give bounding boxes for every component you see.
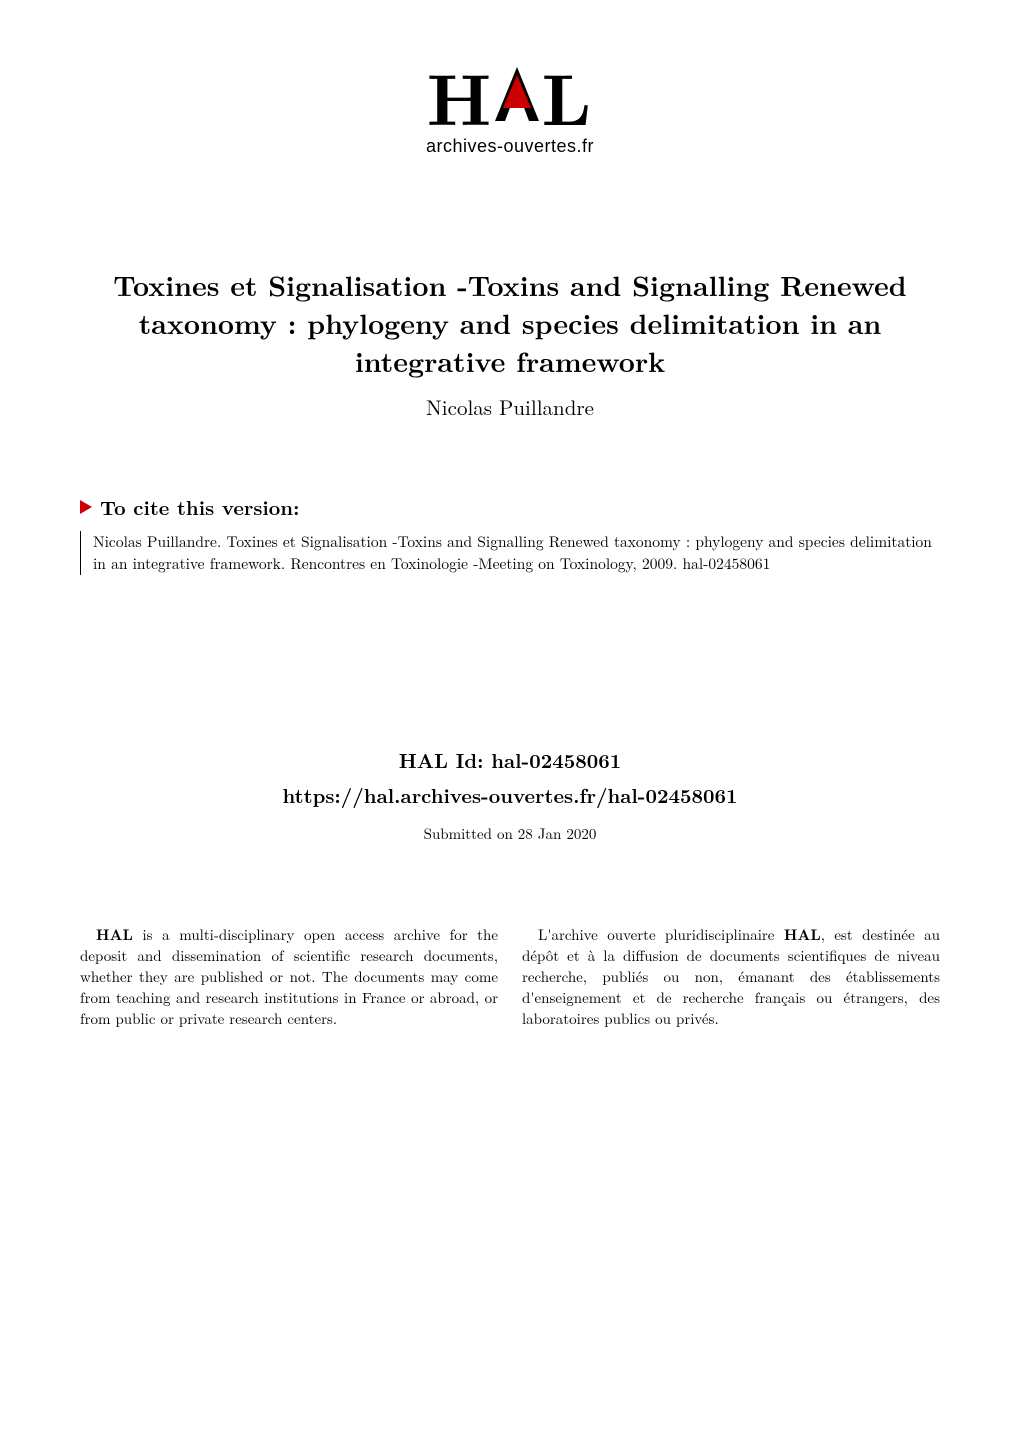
cite-header: To cite this version: bbox=[80, 492, 940, 521]
triangle-icon bbox=[80, 500, 92, 514]
logo-letter-h: H bbox=[427, 44, 494, 147]
halid-section: HAL Id: hal-02458061 https://hal.archive… bbox=[80, 745, 940, 844]
cite-header-text: To cite this version: bbox=[100, 492, 299, 521]
column-left-text: HAL is a multi-disciplinary open access … bbox=[80, 924, 498, 1029]
logo-subtitle: archives-ouvertes.fr bbox=[426, 136, 594, 157]
column-left-rest: is a multi-disciplinary open access arch… bbox=[80, 924, 498, 1029]
document-title: Toxines et Signalisation -Toxins and Sig… bbox=[80, 267, 940, 380]
column-right: L'archive ouverte pluridisciplinaire HAL… bbox=[522, 924, 940, 1029]
column-right-text: L'archive ouverte pluridisciplinaire HAL… bbox=[522, 924, 940, 1029]
cite-section: To cite this version: Nicolas Puillandre… bbox=[80, 492, 940, 574]
hal-logo-section: H L archives-ouvertes.fr bbox=[80, 0, 940, 197]
halid-label: HAL Id: hal-02458061 bbox=[80, 745, 940, 774]
cite-body: Nicolas Puillandre. Toxines et Signalisa… bbox=[80, 531, 940, 574]
hal-bold-left: HAL bbox=[96, 924, 133, 945]
halid-url: https://hal.archives-ouvertes.fr/hal-024… bbox=[80, 780, 940, 809]
column-right-pre: L'archive ouverte pluridisciplinaire bbox=[538, 924, 784, 945]
description-columns: HAL is a multi-disciplinary open access … bbox=[80, 924, 940, 1029]
hal-bold-right: HAL bbox=[784, 924, 821, 945]
document-author: Nicolas Puillandre bbox=[80, 392, 940, 422]
title-section: Toxines et Signalisation -Toxins and Sig… bbox=[80, 197, 940, 442]
hal-logo-letters: H L bbox=[426, 60, 594, 132]
logo-letter-l: L bbox=[541, 44, 593, 147]
hal-logo: H L archives-ouvertes.fr bbox=[426, 60, 594, 157]
submitted-date: Submitted on 28 Jan 2020 bbox=[80, 823, 940, 844]
logo-letter-a bbox=[489, 60, 545, 124]
column-left: HAL is a multi-disciplinary open access … bbox=[80, 924, 498, 1029]
logo-a-svg bbox=[489, 61, 545, 125]
